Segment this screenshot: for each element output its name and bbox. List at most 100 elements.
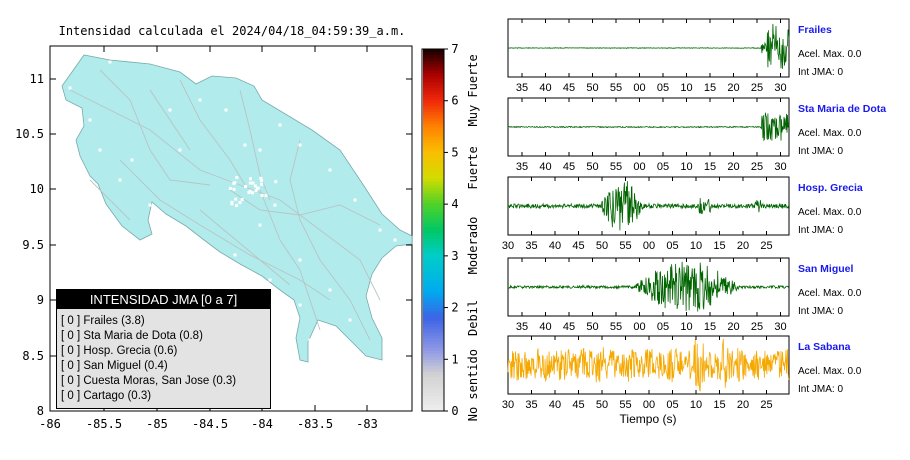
time-tick: 15 (704, 82, 716, 94)
time-tick: 10 (680, 321, 692, 333)
map-y-tick: 9 (37, 293, 44, 307)
int-jma: Int JMA: 0 (798, 146, 843, 157)
station-name: Frailes (798, 24, 832, 36)
colorbar-ticks: 0 1 2 3 4 5 6 7 (444, 42, 459, 418)
waveform-panel: 35 40 45 50 55 00 05 10 15 20 25 30 Sta Maria de Dot… (507, 97, 886, 173)
time-tick: 30 (774, 161, 786, 173)
time-tick: 40 (549, 240, 561, 252)
legend-item: [ 0 ] San Miguel (0.4) (61, 360, 168, 372)
map-x-tick: -84 (251, 417, 273, 431)
time-tick: 05 (666, 240, 678, 252)
waveform-panel: 30 35 40 45 50 55 00 05 10 15 20 25 La Sabana Acel. M… (502, 335, 862, 426)
colorbar-category: Moderado (466, 217, 480, 275)
time-tick: 30 (774, 82, 786, 94)
time-tick: 25 (760, 399, 772, 411)
station-name: San Miguel (798, 263, 854, 275)
acel-max: Acel. Max. 0.0 (798, 128, 862, 139)
waveform-trace (507, 112, 790, 142)
time-tick: 00 (643, 399, 655, 411)
int-jma: Int JMA: 0 (798, 225, 843, 236)
map-x-tick: -85 (146, 417, 168, 431)
waveform-trace (507, 261, 790, 312)
waveform-trace (507, 338, 790, 392)
waveform-trace (507, 23, 790, 69)
time-tick: 45 (572, 399, 584, 411)
legend-title: INTENSIDAD JMA [0 a 7] (57, 290, 270, 309)
acel-max: Acel. Max. 0.0 (798, 288, 862, 299)
colorbar-category: Muy Fuerte (466, 54, 480, 126)
map-y-tick: 9.5 (22, 238, 44, 252)
colorbar-category: Fuerte (466, 146, 480, 189)
time-tick: 55 (610, 321, 622, 333)
map-x-tick: -83 (356, 417, 378, 431)
time-tick: 45 (563, 82, 575, 94)
time-tick: 25 (751, 321, 763, 333)
colorbar-tick: 1 (451, 352, 458, 366)
colorbar-category: No sentido (466, 349, 480, 421)
time-tick: 15 (704, 321, 716, 333)
time-tick: 45 (563, 321, 575, 333)
colorbar-category: Debil (466, 300, 480, 336)
station-name: Hosp. Grecia (798, 182, 863, 194)
time-tick: 50 (596, 240, 608, 252)
time-tick: 20 (727, 321, 739, 333)
int-jma: Int JMA: 0 (798, 306, 843, 317)
waveform-trace (507, 181, 790, 231)
time-tick: 10 (690, 240, 702, 252)
time-tick: 55 (619, 399, 631, 411)
colorbar-tick: 3 (451, 249, 458, 263)
acel-max: Acel. Max. 0.0 (798, 207, 862, 218)
time-tick: 50 (586, 82, 598, 94)
time-tick: 10 (680, 82, 692, 94)
legend-item: [ 0 ] Cartago (0.3) (61, 390, 152, 402)
map-title: Intensidad calculada el 2024/04/18_04:59… (59, 24, 406, 38)
time-tick: 00 (633, 82, 645, 94)
time-tick: 35 (525, 240, 537, 252)
waveform-panel: 35 40 45 50 55 00 05 10 15 20 25 30 San Miguel Acel. … (507, 257, 862, 333)
waveform-panel: 30 35 40 45 50 55 00 05 10 15 20 25 Hosp. Grecia Acel… (502, 176, 863, 252)
time-tick: 55 (610, 82, 622, 94)
time-tick: 20 (727, 161, 739, 173)
time-tick: 50 (596, 399, 608, 411)
map-x-tick: -84.5 (192, 417, 228, 431)
colorbar-tick: 6 (451, 94, 458, 108)
map-y-axis: 11 10.5 10 9.5 9 8.5 8 (15, 72, 412, 418)
time-tick: 25 (760, 240, 772, 252)
colorbar-tick: 4 (451, 197, 458, 211)
station-name: Sta Maria de Dota (798, 103, 886, 115)
time-tick: 50 (586, 321, 598, 333)
legend-item: [ 0 ] Frailes (3.8) (61, 315, 145, 327)
map-x-tick: -85.5 (86, 417, 122, 431)
waveform-panels: 35 40 45 50 55 00 05 10 15 20 25 30 Frailes Acel. Max… (502, 18, 886, 426)
time-tick: 25 (751, 82, 763, 94)
map-y-tick: 8 (37, 404, 44, 418)
legend-item: [ 0 ] Sta Maria de Dota (0.8) (61, 330, 203, 342)
map-y-tick: 10.5 (15, 127, 44, 141)
waveform-panel: 35 40 45 50 55 00 05 10 15 20 25 30 Frailes Acel. Max… (507, 18, 862, 94)
time-tick: 15 (713, 399, 725, 411)
time-tick: 10 (680, 161, 692, 173)
time-tick: 50 (586, 161, 598, 173)
legend-item: [ 0 ] Cuesta Moras, San Jose (0.3) (61, 375, 237, 387)
time-tick: 40 (539, 82, 551, 94)
colorbar-tick: 5 (451, 145, 458, 159)
int-jma: Int JMA: 0 (798, 67, 843, 78)
time-tick: 35 (516, 321, 528, 333)
costa-rica-land (61, 54, 413, 363)
time-axis-label: Tiempo (s) (620, 412, 677, 426)
time-tick: 05 (657, 161, 669, 173)
time-tick: 05 (657, 82, 669, 94)
time-tick: 30 (502, 399, 514, 411)
time-tick: 40 (549, 399, 561, 411)
time-tick: 10 (690, 399, 702, 411)
time-tick: 35 (516, 82, 528, 94)
time-tick: 40 (539, 321, 551, 333)
time-tick: 20 (727, 82, 739, 94)
time-tick: 45 (563, 161, 575, 173)
legend-item: [ 0 ] Hosp. Grecia (0.6) (61, 345, 178, 357)
time-tick: 15 (713, 240, 725, 252)
acel-max: Acel. Max. 0.0 (798, 366, 862, 377)
time-tick: 20 (737, 399, 749, 411)
time-tick: 30 (502, 240, 514, 252)
intensity-colorbar (423, 49, 444, 412)
